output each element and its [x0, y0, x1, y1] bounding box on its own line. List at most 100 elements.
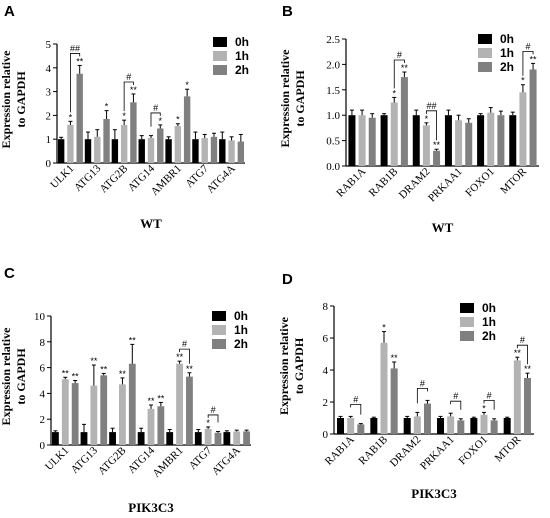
bracket-label: ## — [426, 101, 436, 111]
panel-letter: B — [282, 3, 293, 20]
y-axis-label: to GAPDH — [14, 348, 28, 405]
legend-label: 2h — [482, 329, 496, 343]
x-axis-title: WT — [140, 216, 162, 231]
significance-mark: ** — [130, 85, 138, 95]
bar-1h-RAB1A — [358, 115, 366, 166]
bar-0h-ATG7 — [192, 139, 199, 163]
bar-2h-MTOR — [523, 378, 531, 434]
bar-0h-FOXO1 — [470, 418, 478, 434]
significance-mark: ** — [76, 56, 84, 66]
significance-mark: ** — [129, 335, 137, 345]
significance-mark: * — [206, 418, 210, 428]
significance-bracket — [416, 388, 428, 404]
bar-0h-ATG14 — [137, 432, 145, 445]
y-tick-label: 1 — [46, 134, 52, 146]
bar-1h-ATG7 — [204, 428, 212, 445]
significance-mark: * — [159, 116, 163, 126]
bar-1h-FOXO1 — [487, 112, 495, 166]
bar-2h-ATG7 — [214, 432, 222, 445]
legend-label: 0h — [482, 301, 496, 315]
bar-1h-ATG4A — [228, 140, 235, 163]
bar-0h-ATG13 — [80, 432, 88, 445]
y-tick-label: 6 — [40, 363, 46, 375]
legend-label: 1h — [235, 49, 249, 63]
y-tick-label: 2 — [323, 397, 329, 409]
bar-1h-PRKAA1 — [455, 120, 463, 166]
bar-2h-RAB1B — [390, 368, 398, 434]
significance-mark: ** — [157, 393, 165, 403]
significance-bracket — [393, 59, 405, 89]
y-tick-label: 10 — [34, 311, 46, 323]
bar-2h-FOXO1 — [497, 115, 505, 166]
legend-label: 2h — [234, 337, 248, 351]
significance-mark: ** — [72, 372, 80, 382]
significance-bracket — [450, 400, 462, 410]
y-tick-label: 2 — [46, 110, 52, 122]
bar-2h-ATG13 — [100, 375, 108, 445]
y-tick-label: 6 — [323, 333, 329, 345]
bar-0h-PRKAA1 — [444, 115, 452, 166]
x-axis-title: PIK3C3 — [411, 486, 457, 501]
x-tick-label: MTOR — [493, 433, 524, 464]
y-tick-label: 4 — [323, 365, 329, 377]
legend-label: 0h — [500, 32, 514, 46]
panel-letter: D — [282, 271, 293, 288]
y-tick-label: 0 — [46, 158, 52, 170]
y-axis-label: Expression relative — [278, 49, 292, 148]
legend-swatch — [212, 325, 226, 335]
x-tick-label: ATG4A — [210, 445, 243, 478]
x-tick-label: PRKAA1 — [418, 434, 457, 473]
bar-0h-AMBR1 — [165, 139, 172, 163]
bar-2h-RAB1B — [400, 77, 408, 166]
bar-0h-ULK1 — [52, 432, 59, 445]
bar-2h-ATG4A — [243, 431, 250, 445]
bar-0h-ATG2B — [109, 432, 116, 445]
bar-2h-ATG7 — [210, 136, 218, 163]
significance-bracket — [516, 344, 528, 365]
significance-mark: * — [382, 323, 386, 333]
y-tick-label: 5 — [46, 39, 52, 51]
bar-2h-AMBR1 — [186, 376, 193, 445]
significance-mark: * — [105, 102, 109, 112]
x-axis-title: PIK3C3 — [128, 500, 174, 515]
significance-mark: ** — [391, 353, 399, 363]
bar-2h-RAB1A — [368, 117, 376, 166]
y-axis-label: to GAPDH — [292, 337, 306, 394]
y-axis-label: Expression relative — [277, 316, 291, 415]
bracket-label: # — [182, 339, 187, 349]
significance-mark: * — [392, 88, 396, 98]
bar-0h-ATG14 — [138, 139, 145, 163]
bar-0h-RAB1B — [370, 418, 378, 434]
significance-mark: * — [425, 114, 429, 124]
bar-0h-MTOR — [509, 115, 517, 166]
x-tick-label: ULK1 — [43, 445, 71, 473]
bar-1h-ULK1 — [61, 379, 69, 445]
panel-letter: C — [4, 265, 15, 282]
y-axis-label: Expression relative — [0, 327, 13, 426]
significance-mark: ** — [530, 54, 538, 64]
bar-1h-MTOR — [513, 360, 521, 434]
bar-2h-DRAM2 — [423, 403, 431, 434]
panel-letter: A — [4, 3, 15, 20]
legend-swatch — [460, 331, 474, 341]
bar-0h-ATG7 — [194, 432, 202, 445]
bar-0h-ATG4A — [219, 139, 226, 163]
y-tick-label: 8 — [40, 337, 46, 349]
bar-2h-ATG2B — [130, 102, 137, 163]
significance-mark: ** — [62, 368, 70, 378]
legend-swatch — [213, 65, 227, 75]
bar-0h-RAB1A — [348, 115, 356, 166]
bar-0h-ATG2B — [111, 139, 119, 163]
bar-0h-RAB1B — [380, 115, 388, 166]
bracket-label: # — [153, 103, 158, 113]
bar-2h-AMBR1 — [183, 96, 191, 163]
y-tick-label: 4 — [40, 388, 46, 400]
x-tick-label: MTOR — [498, 165, 529, 196]
legend-swatch — [460, 303, 474, 313]
legend-label: 2h — [500, 60, 514, 74]
legend-label: 2h — [235, 63, 249, 77]
x-tick-label: ATG2B — [98, 163, 131, 196]
significance-bracket — [150, 112, 161, 127]
significance-mark: ** — [147, 396, 155, 406]
